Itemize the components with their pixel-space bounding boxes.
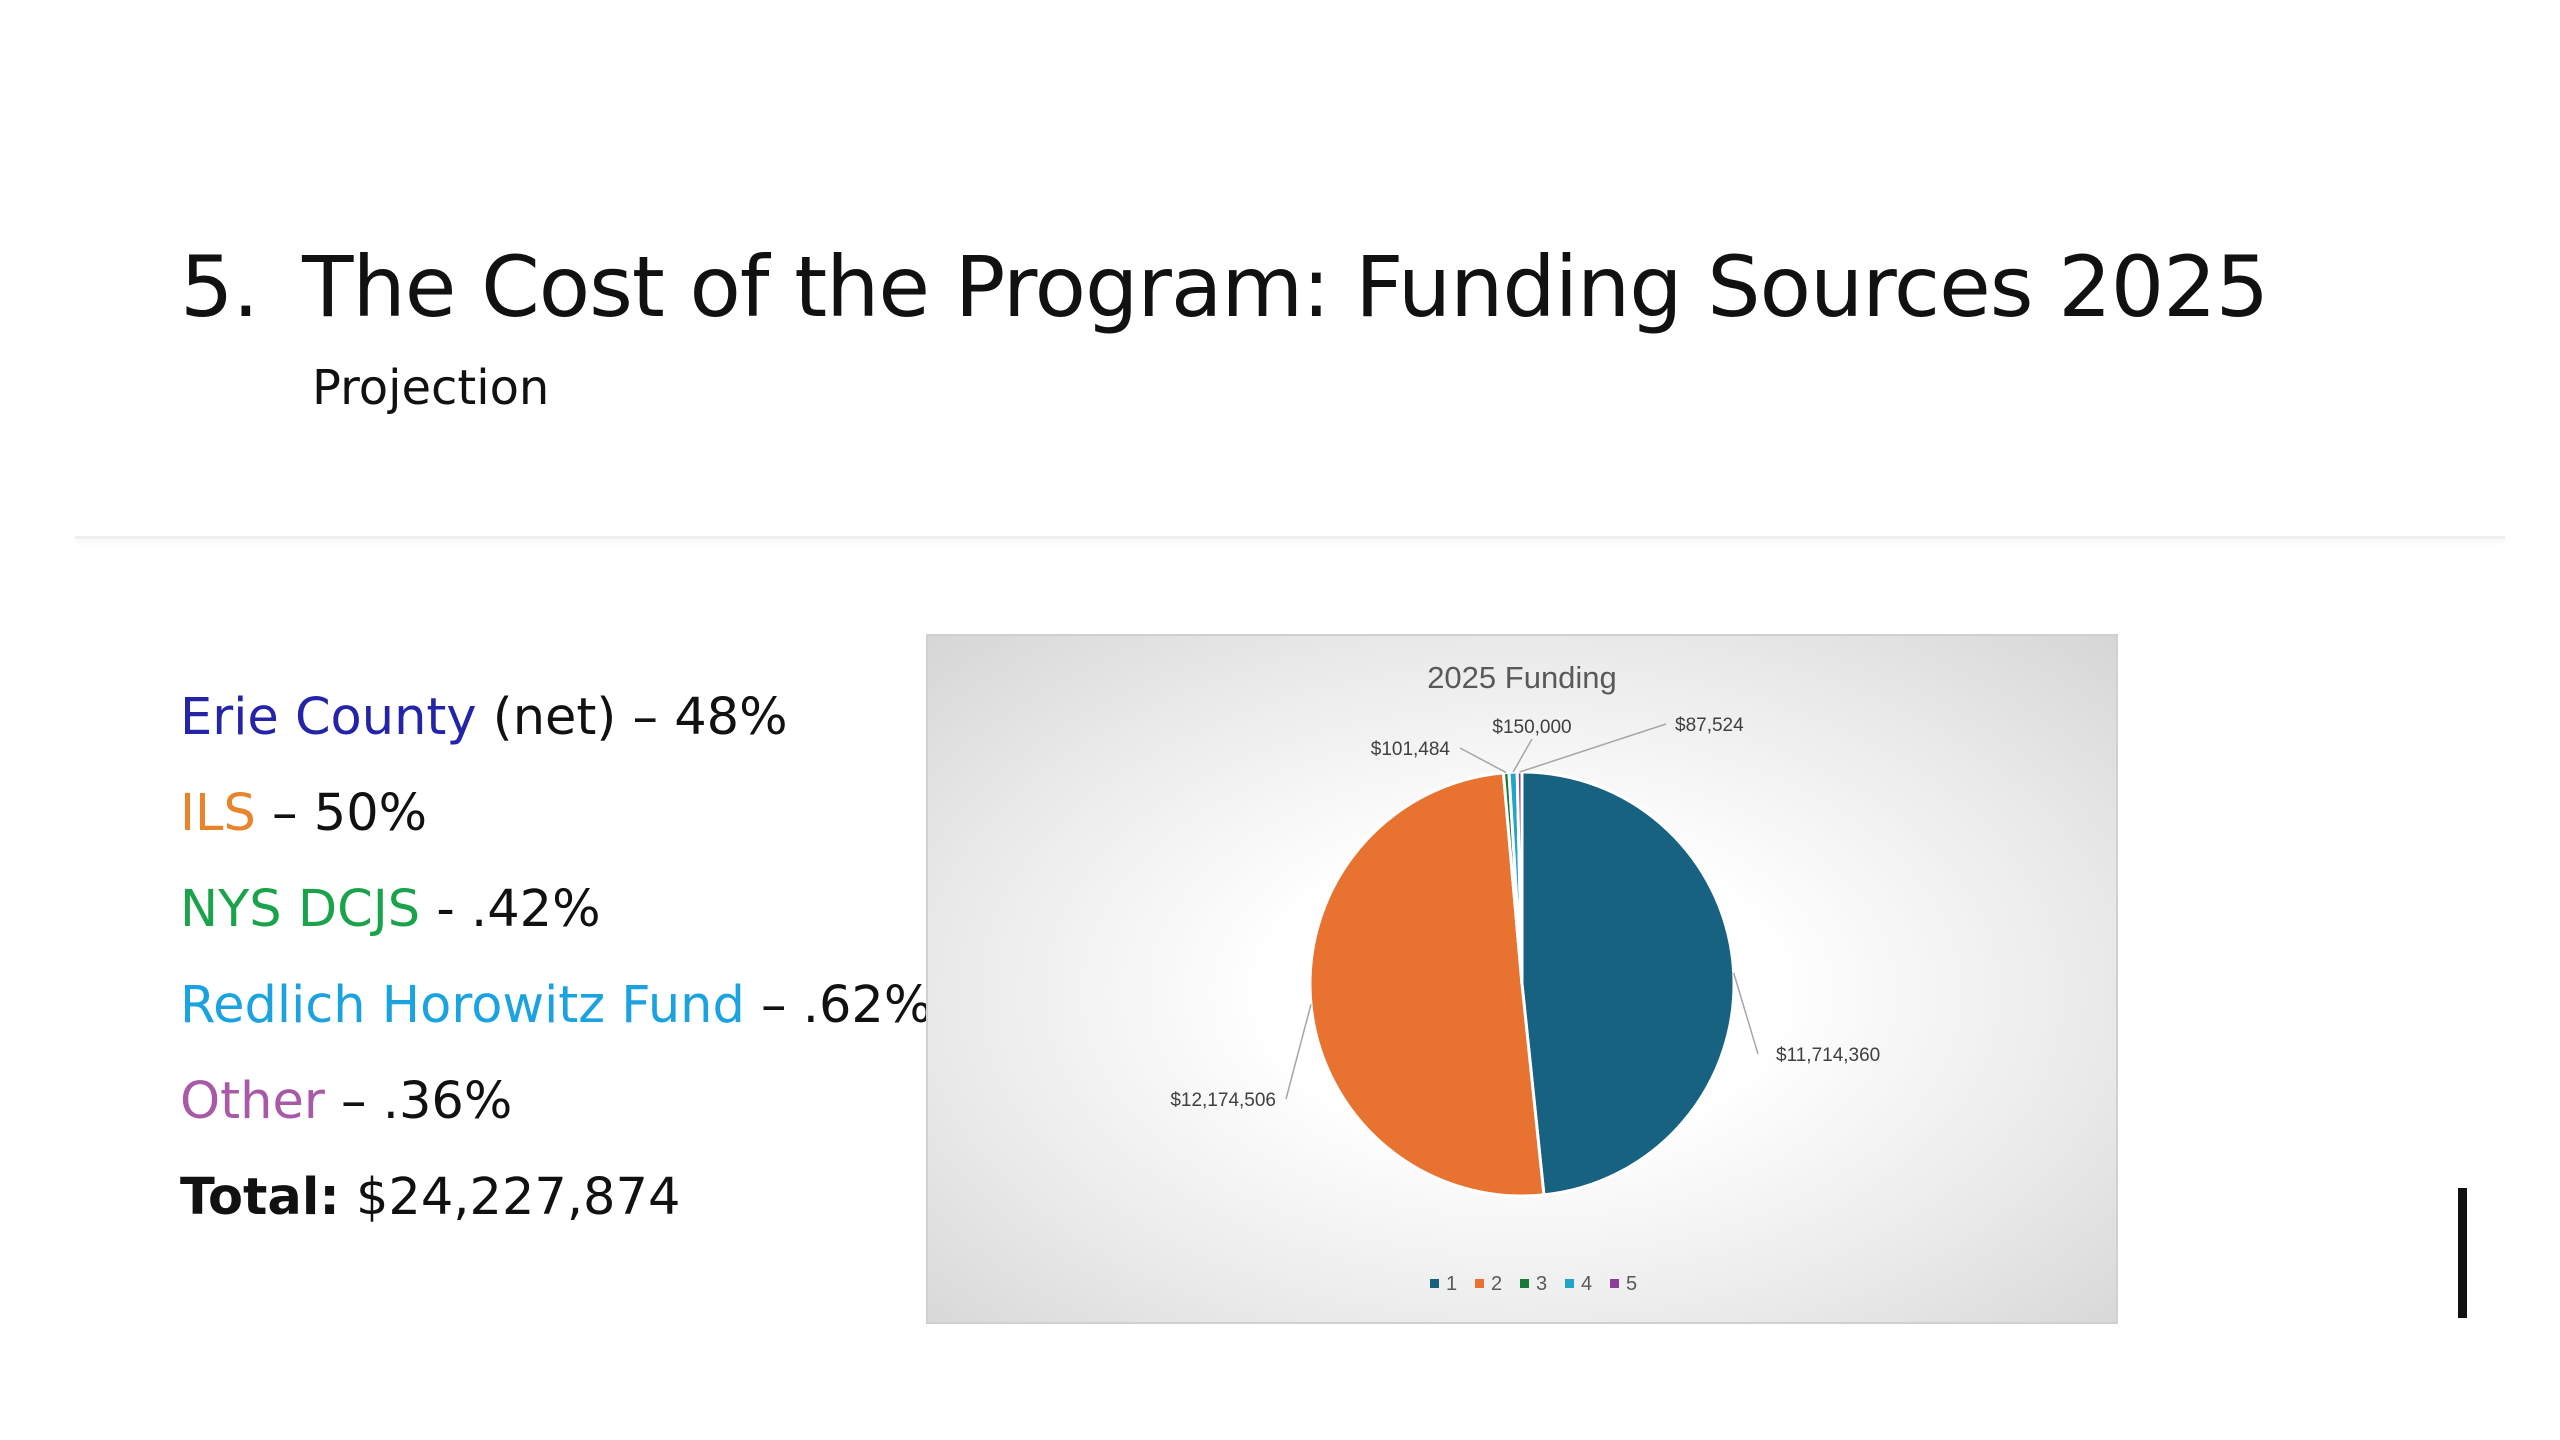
pie-slice-2[interactable] [1308, 771, 1546, 1198]
data-label-leader-1 [1732, 972, 1759, 1055]
data-label-3: $101,484 [1371, 739, 1451, 760]
pie-slice-1[interactable] [1520, 770, 1736, 1197]
slide-title-text: The Cost of the Program: Funding Sources… [302, 238, 2269, 336]
funding-total: Total: $24,227,874 [180, 1172, 932, 1268]
pie-chart[interactable]: 2025 Funding $11,714,360 $12,174,506 $101,… [926, 634, 2118, 1324]
data-label-2: $12,174,506 [1170, 1090, 1276, 1111]
slide-subtitle: Projection [312, 360, 550, 416]
funding-source-item: ILS – 50% [180, 788, 932, 884]
legend-label-1: 1 [1446, 1273, 1457, 1295]
funding-source-share: – .36% [324, 1072, 513, 1131]
pie-chart-canvas: 2025 Funding $11,714,360 $12,174,506 $101,… [1170, 660, 1880, 1295]
funding-source-name: Erie County [180, 688, 477, 747]
funding-source-item: Erie County (net) – 48% [180, 692, 932, 788]
funding-source-name: Redlich Horowitz Fund [180, 976, 745, 1035]
legend-swatch-1 [1430, 1279, 1439, 1288]
funding-source-list: Erie County (net) – 48% ILS – 50% NYS DC… [180, 692, 932, 1268]
legend-swatch-2 [1475, 1279, 1484, 1288]
pie-slices [1308, 770, 1736, 1198]
legend-swatch-4 [1565, 1279, 1574, 1288]
funding-total-value: $24,227,874 [339, 1168, 681, 1227]
legend-swatch-5 [1610, 1279, 1619, 1288]
data-label-5: $87,524 [1675, 715, 1744, 736]
data-label-leader-4 [1512, 738, 1533, 773]
data-label-leader-2 [1285, 1004, 1312, 1100]
legend-swatch-3 [1520, 1279, 1529, 1288]
funding-source-name: NYS DCJS [180, 880, 421, 939]
legend-label-4: 4 [1581, 1273, 1592, 1295]
data-labels: $11,714,360 $12,174,506 $101,484 $150,000 $8… [1170, 715, 1880, 1111]
slide-title-number: 5. [180, 238, 259, 336]
text-cursor [2458, 1188, 2467, 1318]
data-label-leader-3 [1459, 747, 1507, 774]
funding-source-share: - .42% [420, 880, 601, 939]
legend-label-5: 5 [1626, 1273, 1637, 1295]
chart-legend: 1 2 3 4 5 [1430, 1273, 1637, 1295]
legend-label-2: 2 [1491, 1273, 1502, 1295]
funding-source-share: – .62% [744, 976, 933, 1035]
chart-title: 2025 Funding [1427, 660, 1617, 695]
funding-source-name: ILS [180, 784, 256, 843]
funding-total-label: Total: [180, 1168, 340, 1227]
data-label-leaders [1285, 723, 1759, 1100]
slide-title: 5. The Cost of the Program: Funding Sourc… [180, 245, 2269, 329]
funding-source-share: – 50% [255, 784, 428, 843]
legend-label-3: 3 [1536, 1273, 1547, 1295]
funding-source-share: (net) – 48% [476, 688, 788, 747]
funding-source-item: Redlich Horowitz Fund – .62% [180, 980, 932, 1076]
funding-source-item: Other – .36% [180, 1076, 932, 1172]
data-label-1: $11,714,360 [1776, 1045, 1880, 1066]
title-divider [75, 536, 2505, 539]
data-label-leader-5 [1519, 723, 1667, 773]
data-label-4: $150,000 [1492, 717, 1571, 738]
funding-source-item: NYS DCJS - .42% [180, 884, 932, 980]
funding-source-name: Other [180, 1072, 325, 1131]
